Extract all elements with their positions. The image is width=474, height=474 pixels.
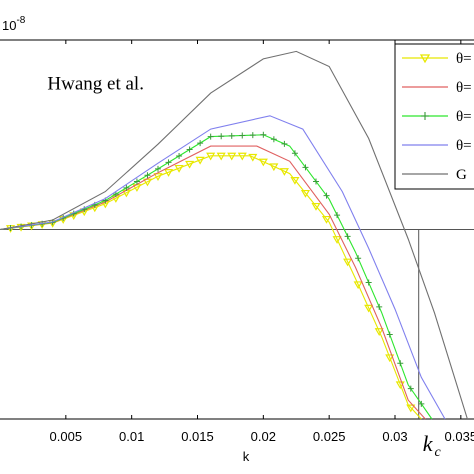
data-point (376, 303, 383, 310)
data-point (311, 202, 321, 211)
data-point (186, 146, 193, 153)
legend-item-5: G (402, 167, 467, 183)
x-tick-label: 0.01 (119, 429, 144, 444)
data-point (249, 132, 256, 139)
data-point (270, 136, 277, 143)
data-point (269, 163, 279, 172)
legend-item-1: θ= (402, 51, 472, 67)
data-point (418, 400, 425, 407)
data-point (195, 156, 205, 165)
data-point (260, 131, 267, 138)
data-point (279, 168, 289, 176)
legend-item-2: θ= (402, 80, 472, 96)
series-line (0, 50, 468, 420)
data-point (353, 281, 363, 290)
series-5 (0, 50, 468, 420)
data-point (343, 258, 353, 267)
data-point (364, 304, 374, 313)
data-point (407, 385, 414, 392)
series-3 (0, 131, 433, 420)
data-point (300, 189, 311, 198)
data-point (374, 328, 384, 336)
data-point (206, 152, 216, 161)
annotations: Hwang et al. k c (47, 74, 441, 460)
series-group (0, 50, 468, 420)
legend-label: θ= (456, 51, 472, 67)
data-point (123, 184, 130, 191)
x-tick-label: 0.02 (251, 429, 276, 444)
legend-marker (421, 112, 429, 120)
annotation-text: Hwang et al. (47, 74, 144, 95)
series-line (0, 134, 433, 420)
legend-label: θ= (456, 138, 472, 154)
data-point (112, 191, 119, 198)
data-point (302, 164, 309, 171)
series-line (0, 115, 446, 420)
data-point (197, 140, 204, 147)
data-point (207, 133, 214, 140)
data-point (227, 152, 237, 161)
data-point (321, 215, 332, 224)
x-tick-label: 0.025 (313, 429, 346, 444)
x-tick-label: 0.03 (382, 429, 407, 444)
data-point (218, 133, 225, 140)
data-point (155, 165, 161, 172)
legend-label: θ= (456, 109, 472, 125)
data-point (281, 140, 288, 147)
series-line (0, 145, 426, 420)
data-point (133, 178, 140, 185)
data-point (144, 172, 151, 179)
data-point (385, 354, 395, 363)
data-point (153, 173, 163, 181)
data-point (248, 153, 258, 162)
legend-item-4: θ= (402, 138, 472, 154)
legend: θ= θ= θ= θ= G (394, 43, 474, 190)
data-point (174, 164, 184, 173)
data-point (406, 404, 416, 413)
data-point (313, 178, 319, 185)
x-ticks: 0.005 0.01 0.015 0.02 0.025 0.03 0.035 (50, 40, 474, 444)
data-point (386, 331, 393, 338)
series-4 (0, 115, 446, 420)
data-point (355, 255, 362, 262)
data-point (165, 159, 172, 166)
legend-label: θ= (456, 80, 472, 96)
reference-lines (0, 229, 474, 419)
x-tick-label: 0.035 (445, 429, 474, 444)
data-point (290, 176, 300, 185)
data-point (216, 152, 226, 161)
x-axis-label: k (243, 449, 250, 464)
data-point (344, 233, 351, 240)
data-point (237, 152, 247, 161)
data-point (334, 212, 341, 219)
legend-label: G (456, 167, 467, 183)
data-point (228, 132, 235, 139)
data-point (291, 150, 298, 157)
data-point (323, 192, 330, 199)
data-point (258, 158, 268, 167)
data-point (163, 169, 174, 177)
legend-marker (419, 54, 431, 64)
data-point (176, 152, 183, 159)
data-point (395, 381, 405, 390)
data-point (365, 279, 372, 286)
data-point (142, 178, 153, 187)
data-point (397, 360, 404, 367)
legend-item-3: θ= (402, 109, 472, 125)
x-tick-label: 0.015 (181, 429, 214, 444)
data-point (239, 132, 246, 139)
data-point (185, 160, 195, 169)
x-tick-label: 0.005 (50, 429, 83, 444)
series-1 (0, 152, 422, 420)
series-2 (0, 145, 426, 420)
data-point (332, 236, 342, 244)
axis-exponent: 10-8 (2, 15, 26, 33)
